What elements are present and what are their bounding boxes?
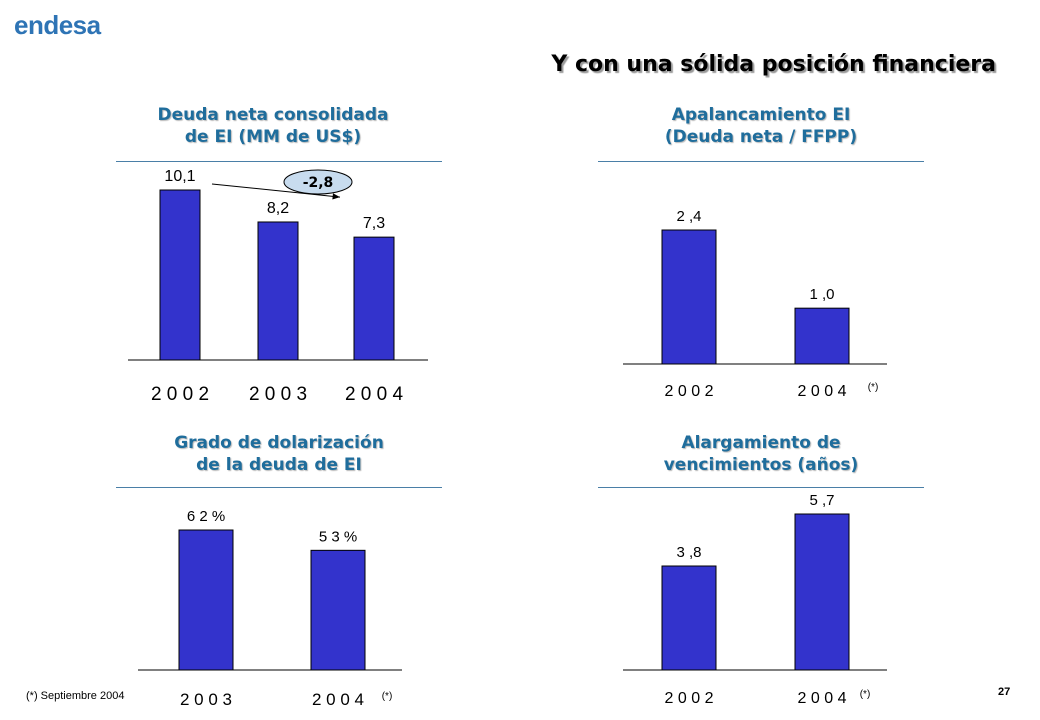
data-label-2002: 3 ,8 — [676, 544, 701, 561]
note-label: (*) — [868, 382, 879, 393]
dollarization-bar-chart: 6 2 % 2 0 0 3 5 3 % 2 0 0 4 (*) — [138, 508, 402, 709]
chart-1-title-rule — [116, 161, 442, 162]
net-debt-bar-chart: 10,1 2 0 0 2 8,2 2 0 0 3 7,3 2 0 0 4 -2,8 — [128, 168, 428, 405]
note-label: (*) — [382, 691, 393, 702]
category-label-2002: 2 0 0 2 — [665, 383, 714, 400]
bar-2002 — [661, 565, 717, 671]
data-label-2003: 8,2 — [267, 200, 289, 217]
chart-3-title-rule — [116, 487, 442, 488]
data-label-2004: 7,3 — [363, 215, 385, 232]
data-label-2003: 6 2 % — [187, 508, 225, 525]
category-label-2004: 2 0 0 4 — [345, 384, 404, 405]
bar-2003 — [178, 529, 234, 671]
chart-2-title-rule — [598, 161, 924, 162]
note-label: (*) — [860, 689, 871, 700]
chart-2-title-line-2: (Deuda neta / FFPP) — [664, 127, 858, 147]
data-label-2002: 2 ,4 — [676, 208, 701, 225]
annotation-text: -2,8 — [303, 175, 334, 191]
chart-1-title-line-1: Deuda neta consolidada — [157, 105, 389, 125]
data-label-2002: 10,1 — [164, 168, 195, 185]
chart-4-title-line-2: vencimientos (años) — [663, 455, 859, 475]
page-number: 27 — [998, 686, 1011, 698]
leverage-bar-chart: 2 ,4 2 0 0 2 1 ,0 2 0 0 4 (*) — [623, 208, 887, 400]
category-label-2003: 2 0 0 3 — [180, 690, 232, 709]
chart-3-title: Grado de dolarización de la deuda de EI — [114, 432, 444, 476]
bar-2004 — [794, 513, 850, 671]
chart-3-title-line-2: de la deuda de EI — [196, 455, 362, 475]
bar-2002 — [159, 189, 201, 361]
data-label-2004: 5 3 % — [319, 528, 357, 545]
bar-2003 — [257, 221, 299, 361]
category-label-2003: 2 0 0 3 — [249, 384, 307, 405]
bar-2004 — [310, 549, 366, 671]
category-label-2004: 2 0 0 4 — [798, 690, 847, 707]
chart-3-title-line-1: Grado de dolarización — [174, 433, 384, 453]
chart-2-title: Apalancamiento EI (Deuda neta / FFPP) — [596, 104, 926, 148]
chart-4-title-rule — [598, 487, 924, 488]
decrease-arrow-head — [332, 193, 340, 200]
decrease-arrow-line — [211, 183, 341, 198]
endesa-logo: endesa — [14, 10, 101, 40]
category-label-2002: 2 0 0 2 — [665, 690, 714, 707]
chart-1-title-line-2: de EI (MM de US$) — [184, 127, 362, 147]
slide-title: Y con una sólida posición financiera — [551, 52, 996, 77]
chart-4-title-line-1: Alargamiento de — [681, 433, 841, 453]
maturity-bar-chart: 3 ,8 2 0 0 2 5 ,7 2 0 0 4 (*) — [623, 492, 887, 707]
data-label-2004: 1 ,0 — [809, 286, 834, 303]
chart-1-title: Deuda neta consolidada de EI (MM de US$) — [108, 104, 438, 148]
category-label-2002: 2 0 0 2 — [151, 384, 209, 405]
chart-4-title: Alargamiento de vencimientos (años) — [596, 432, 926, 476]
bar-2004 — [794, 307, 850, 365]
footnote: (*) Septiembre 2004 — [26, 690, 125, 702]
annotation-bubble — [283, 169, 353, 195]
category-label-2004: 2 0 0 4 — [312, 690, 364, 709]
data-label-2004: 5 ,7 — [809, 492, 834, 509]
category-label-2004: 2 0 0 4 — [798, 383, 847, 400]
bar-2004 — [353, 236, 395, 361]
chart-2-title-line-1: Apalancamiento EI — [671, 105, 851, 125]
bar-2002 — [661, 229, 717, 365]
